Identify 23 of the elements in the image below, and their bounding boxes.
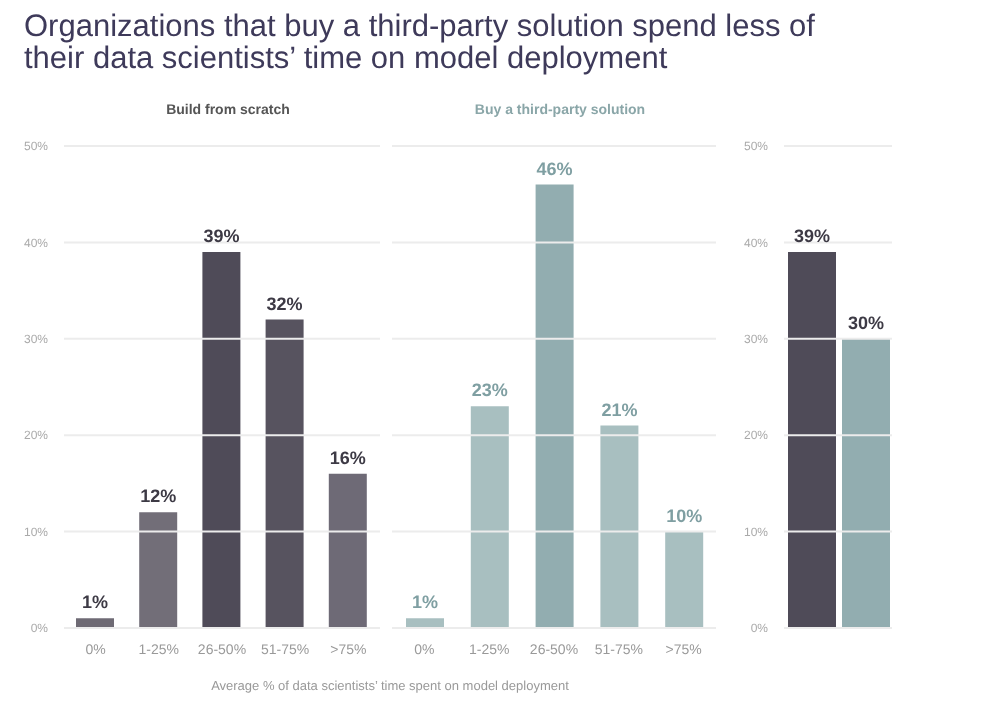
data-label: 1% — [411, 592, 439, 613]
data-label: 39% — [203, 226, 240, 247]
data-label: 10% — [666, 505, 703, 526]
data-label: 39% — [793, 226, 831, 247]
data-label: 30% — [847, 312, 885, 333]
bar — [139, 512, 178, 628]
data-label: 12% — [140, 486, 177, 507]
bar — [470, 406, 509, 628]
data-label: 46% — [536, 158, 573, 179]
data-label: 23% — [471, 380, 508, 401]
bar — [328, 473, 367, 628]
data-label: 16% — [329, 447, 366, 468]
bar — [265, 319, 304, 628]
bar — [202, 252, 241, 628]
data-label: 32% — [266, 293, 303, 314]
data-label: 1% — [81, 592, 109, 613]
chart-title: Organizations that buy a third-party solution spend less of their data scientists’ time on model deployment — [24, 10, 817, 76]
bar — [406, 618, 444, 628]
bar — [535, 184, 574, 628]
bar — [76, 618, 114, 628]
data-label: 21% — [601, 399, 638, 420]
bar — [665, 531, 704, 628]
bar — [600, 425, 639, 628]
